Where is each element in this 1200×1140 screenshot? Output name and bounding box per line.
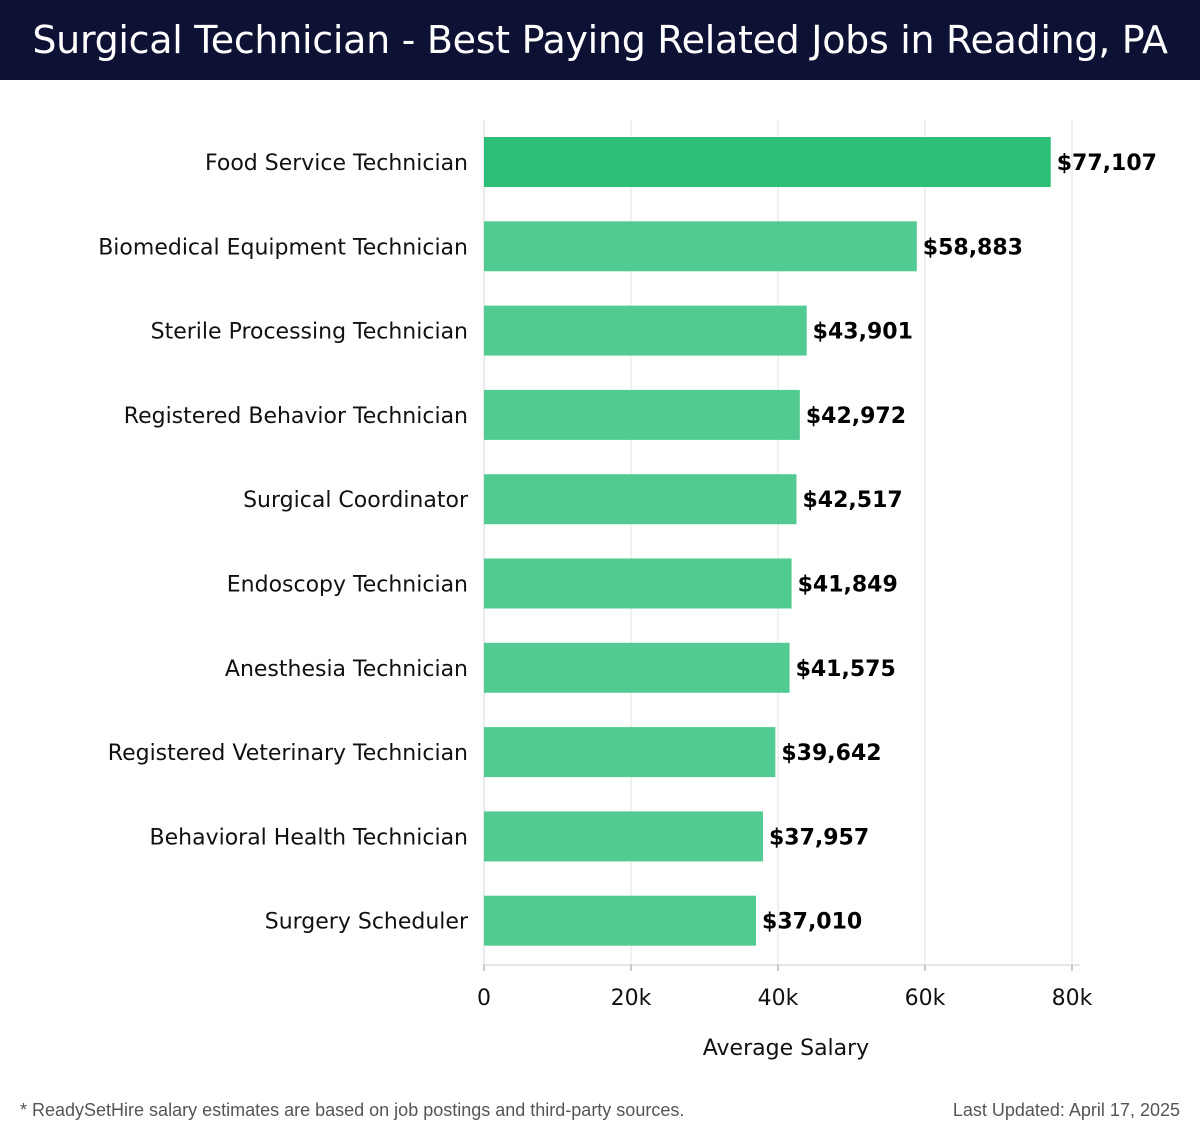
- chart-title: Surgical Technician - Best Paying Relate…: [32, 18, 1168, 62]
- category-label: Anesthesia Technician: [225, 657, 468, 682]
- value-label: $43,901: [813, 320, 913, 345]
- category-label: Registered Veterinary Technician: [108, 741, 468, 766]
- value-label: $58,883: [923, 235, 1023, 260]
- x-tick-label: 40k: [758, 986, 799, 1011]
- x-tick-label: 60k: [905, 986, 946, 1011]
- chart-header: Surgical Technician - Best Paying Relate…: [0, 0, 1200, 80]
- bar: [484, 305, 807, 356]
- bar: [484, 895, 757, 946]
- x-tick-label: 80k: [1052, 986, 1093, 1011]
- bar: [484, 137, 1051, 187]
- x-tick-label: 20k: [611, 986, 652, 1011]
- x-tick-label: 0: [477, 986, 491, 1011]
- bar: [484, 811, 763, 862]
- category-label: Behavioral Health Technician: [150, 825, 468, 850]
- value-label: $41,849: [798, 573, 898, 598]
- value-label: $37,010: [762, 910, 862, 935]
- value-label: $42,517: [802, 488, 902, 513]
- bar: [484, 727, 776, 778]
- footer-note: * ReadySetHire salary estimates are base…: [20, 1100, 685, 1120]
- bar: [484, 558, 792, 609]
- bar-chart: Food Service Technician $77,107 Biomedical…: [98, 120, 1157, 1061]
- category-label: Food Service Technician: [205, 151, 468, 176]
- category-label: Registered Behavior Technician: [124, 404, 468, 429]
- bar: [484, 389, 800, 440]
- category-label: Surgery Scheduler: [265, 910, 469, 935]
- category-label: Endoscopy Technician: [227, 573, 468, 598]
- x-axis-title: Average Salary: [703, 1036, 869, 1061]
- last-updated: Last Updated: April 17, 2025: [952, 1100, 1180, 1120]
- bar: [484, 221, 917, 272]
- value-label: $42,972: [806, 404, 906, 429]
- category-label: Biomedical Equipment Technician: [98, 235, 468, 260]
- value-label: $41,575: [796, 657, 896, 682]
- value-label: $37,957: [769, 825, 869, 850]
- value-label: $77,107: [1057, 151, 1157, 176]
- value-label: $39,642: [781, 741, 881, 766]
- category-label: Sterile Processing Technician: [151, 320, 468, 345]
- category-label: Surgical Coordinator: [243, 488, 469, 513]
- bar: [484, 642, 790, 693]
- bar: [484, 474, 797, 525]
